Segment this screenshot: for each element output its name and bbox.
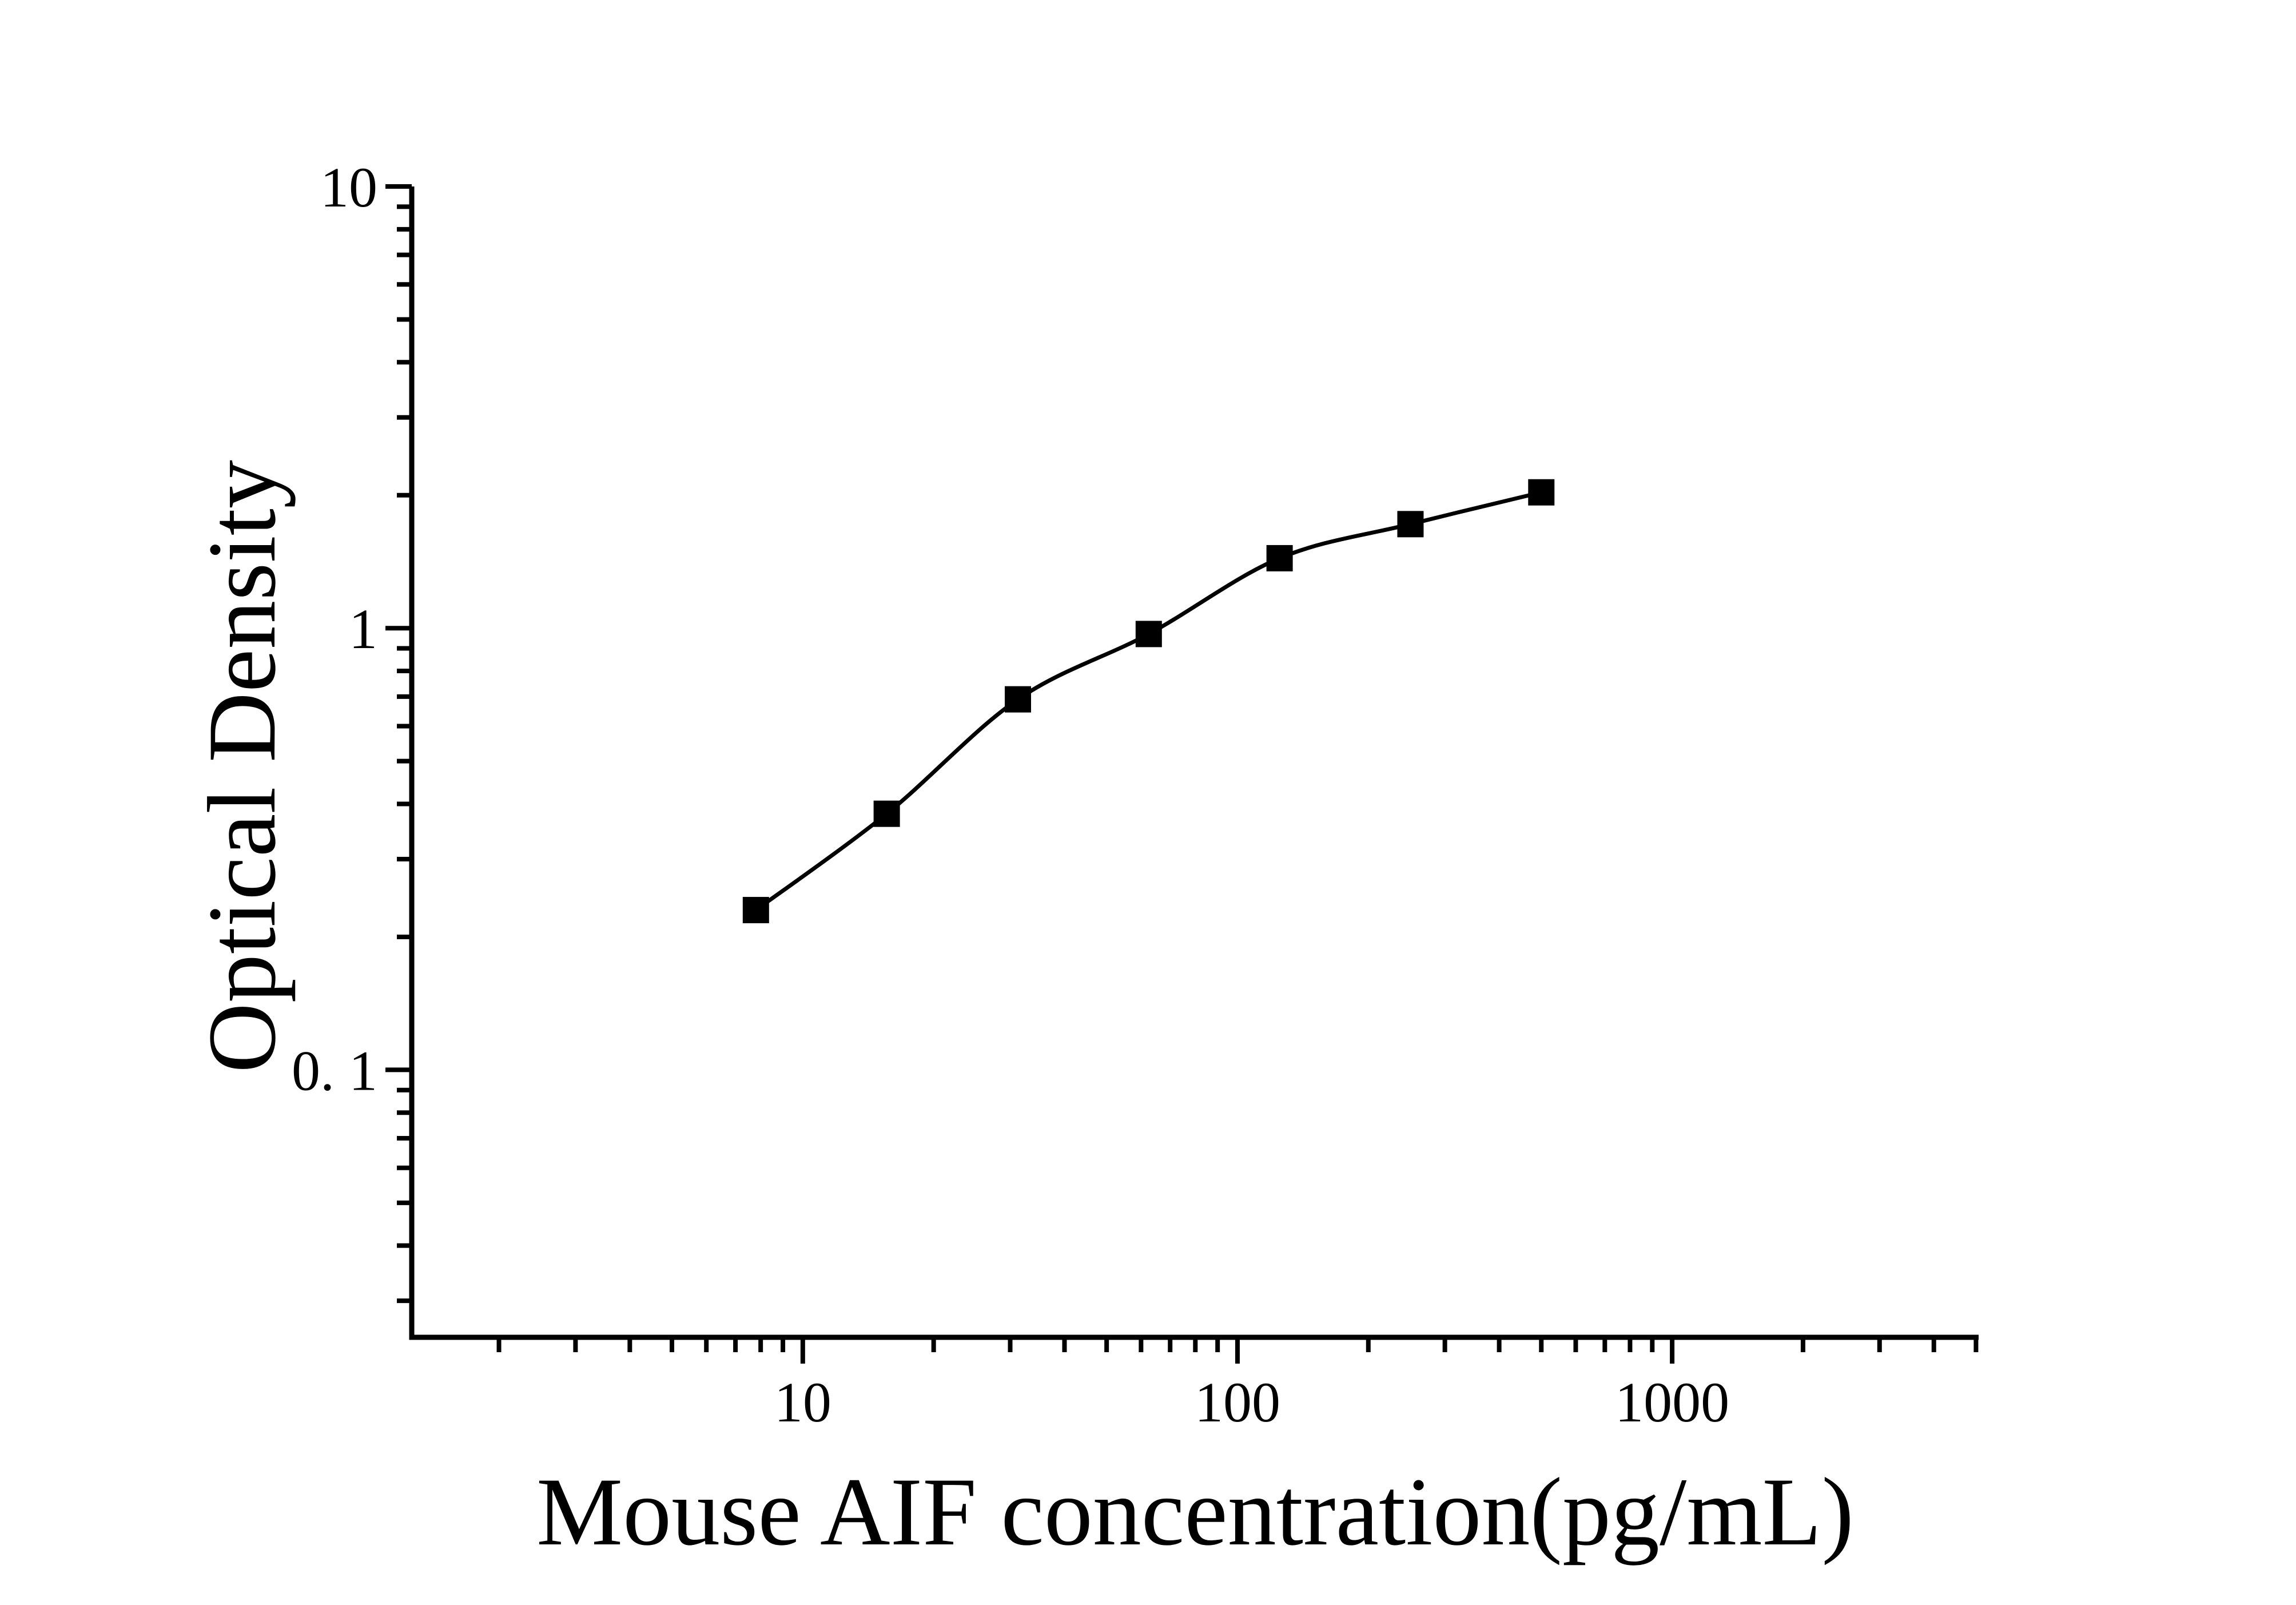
x-tick-label: 100	[1195, 1370, 1280, 1434]
y-tick-label: 10	[320, 156, 377, 219]
tick-label-layer: 10 100 1000 10 1 0. 1	[292, 156, 1729, 1434]
data-layer	[742, 479, 1555, 924]
data-point-marker	[873, 800, 900, 827]
x-axis-title: Mouse AIF concentration(pg/mL)	[536, 1458, 1854, 1566]
tick-layer	[385, 184, 1979, 1364]
axes-layer	[409, 186, 1979, 1340]
standard-curve-line	[754, 490, 1542, 912]
y-tick-label: 0. 1	[292, 1039, 377, 1102]
data-point-marker	[1397, 511, 1424, 538]
data-point-marker	[1135, 621, 1162, 647]
data-point-marker	[1528, 479, 1555, 506]
axis-spines	[409, 186, 1979, 1340]
y-axis-title: Optical Density	[188, 460, 296, 1073]
x-tick-label: 1000	[1615, 1370, 1729, 1434]
y-tick-label: 1	[349, 597, 377, 661]
x-tick-label: 10	[774, 1370, 831, 1434]
data-point-marker	[1266, 545, 1293, 571]
data-point-marker	[742, 897, 769, 924]
data-point-marker	[1004, 686, 1031, 713]
